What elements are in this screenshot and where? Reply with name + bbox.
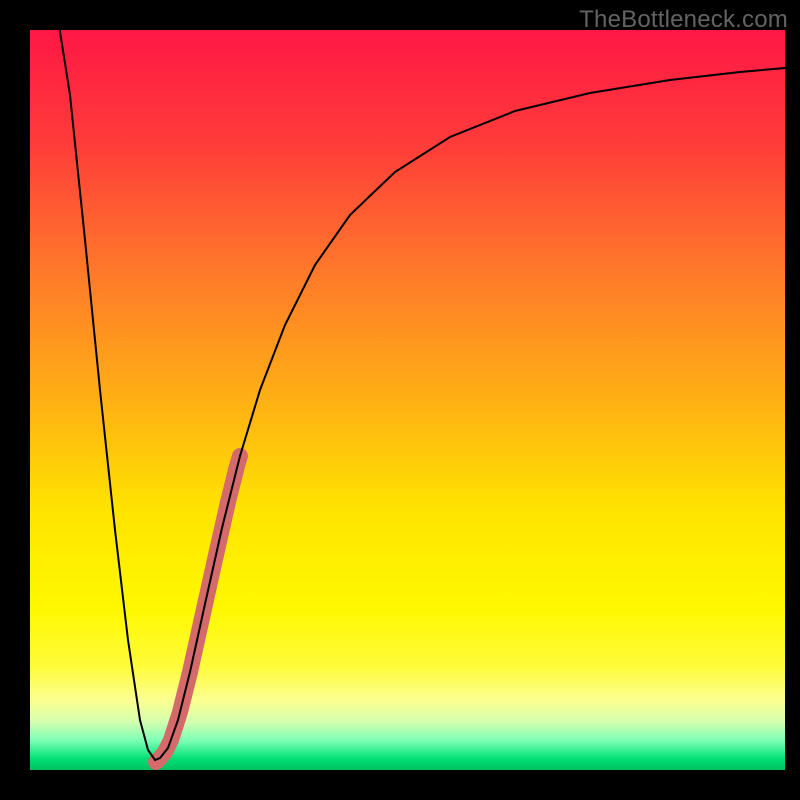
watermark-text: TheBottleneck.com (579, 6, 788, 34)
bottleneck-chart (0, 0, 800, 800)
chart-container: { "watermark": { "text": "TheBottleneck.… (0, 0, 800, 800)
plot-background (30, 30, 785, 770)
